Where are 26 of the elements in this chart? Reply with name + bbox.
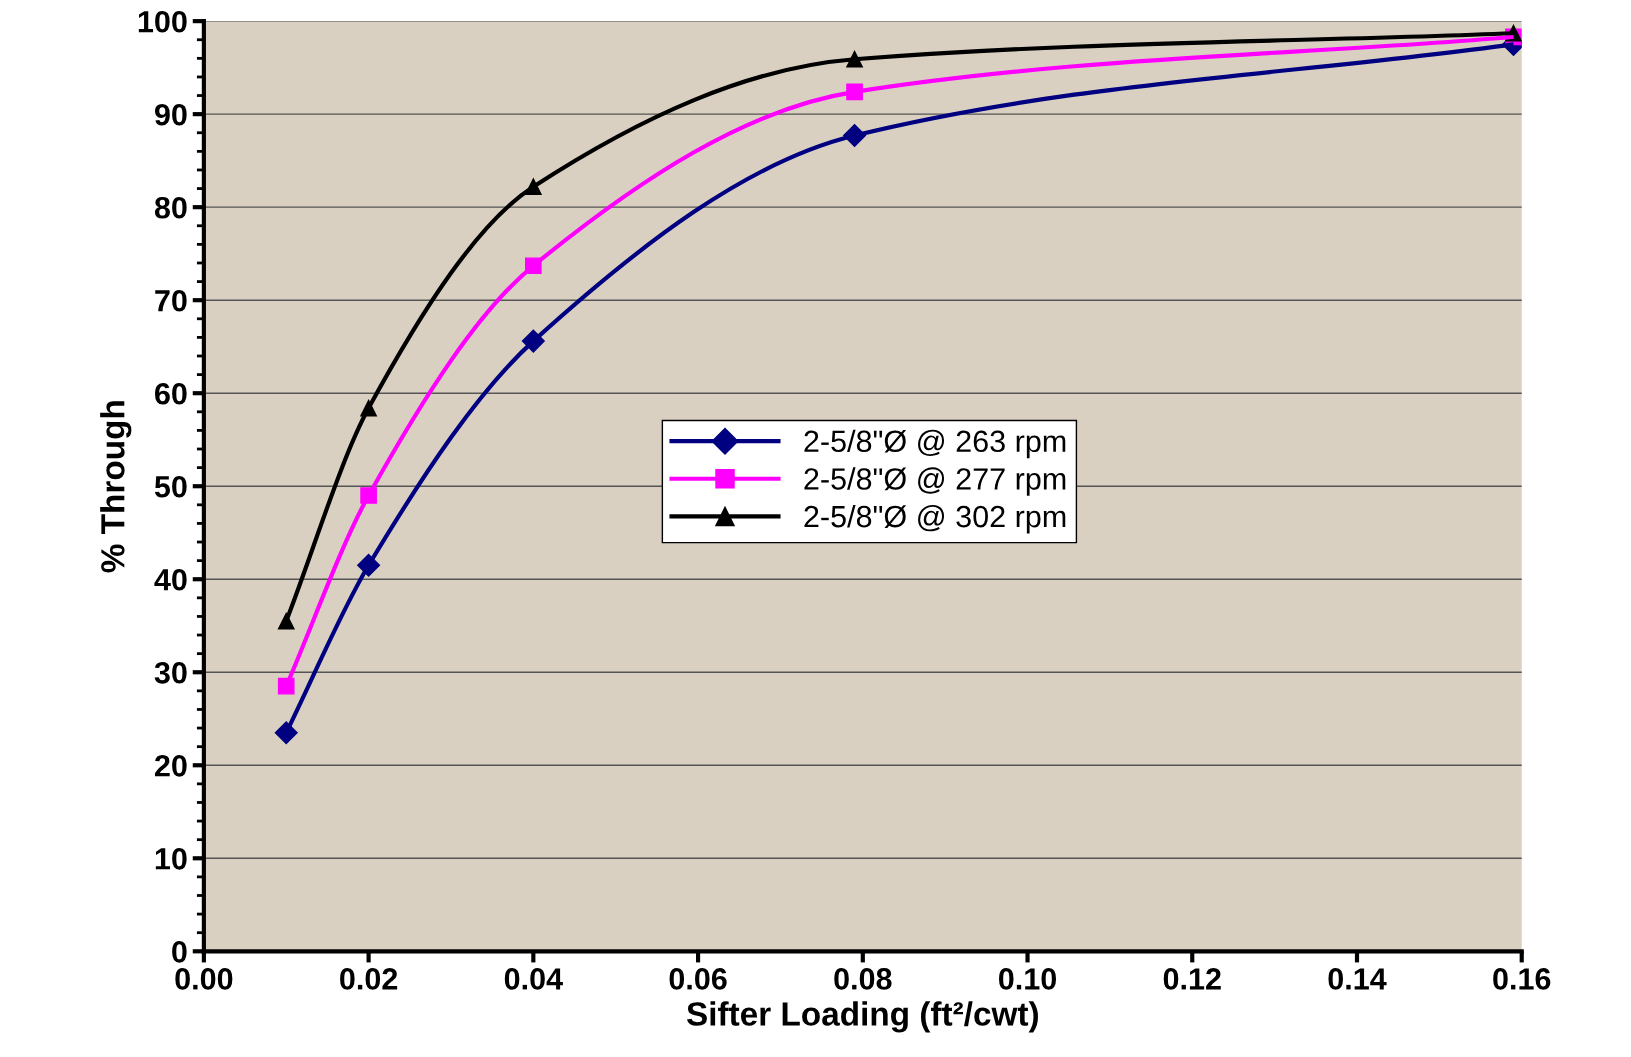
y-tick-label: 100 [138, 10, 187, 33]
x-tick-label: 0.08 [834, 968, 892, 990]
y-tick-label: 20 [154, 755, 187, 777]
x-tick-label: 0.12 [1163, 968, 1221, 990]
y-tick-label: 60 [155, 382, 187, 405]
point [277, 677, 295, 695]
y-tick-label: 40 [154, 568, 187, 591]
x-axis-title: Sifter Loading (ft²/cwt) [686, 1001, 1038, 1033]
x-tick-label: 0.02 [340, 968, 398, 990]
y-tick-label: 30 [154, 661, 187, 684]
y-tick-label: 70 [155, 289, 187, 312]
x-tick-label: 0.04 [504, 968, 563, 990]
legend-label: 2-5/8"Ø @ 263 rpm [804, 429, 1066, 459]
legend-label: 2-5/8"Ø @ 277 rpm [804, 467, 1066, 496]
x-tick-label: 0.00 [175, 968, 233, 990]
y-tick-label: 0 [172, 941, 187, 963]
x-tick-label: 0.06 [669, 968, 727, 990]
y-tick-label: 90 [154, 103, 187, 126]
legend-label: 2-5/8"Ø @ 302 rpm [804, 504, 1066, 534]
y-axis-title: % Through [100, 401, 132, 573]
y-tick-label: 80 [154, 196, 187, 219]
y-tick-label: 10 [155, 848, 187, 870]
x-tick-label: 0.10 [999, 968, 1057, 990]
x-tick-label: 0.14 [1328, 968, 1387, 990]
x-tick-label: 0.16 [1493, 968, 1551, 990]
y-tick-label: 50 [154, 475, 187, 498]
